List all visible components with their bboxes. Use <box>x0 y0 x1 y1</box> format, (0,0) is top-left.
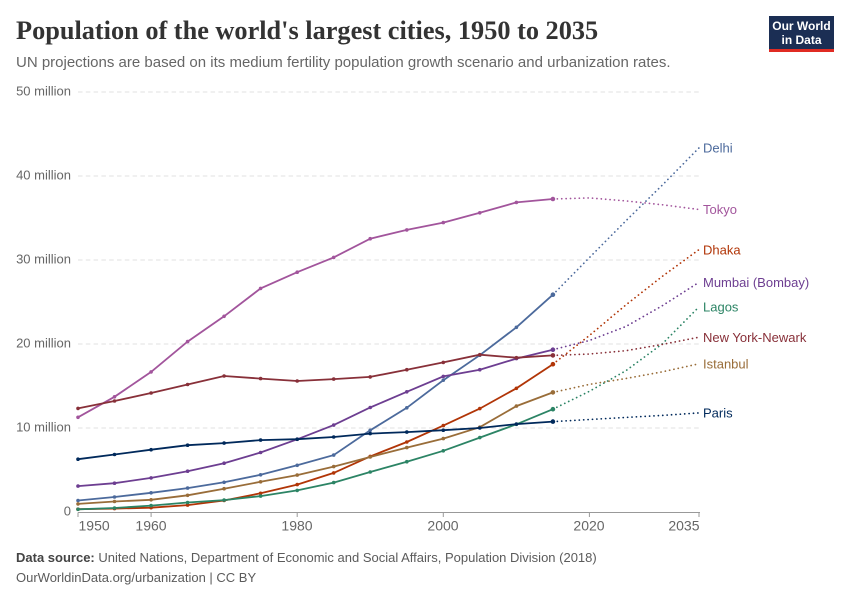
svg-text:New York-Newark: New York-Newark <box>703 330 807 345</box>
svg-text:2035: 2035 <box>668 518 699 534</box>
svg-text:40 million: 40 million <box>16 168 71 183</box>
svg-text:Paris: Paris <box>703 406 733 421</box>
svg-text:30 million: 30 million <box>16 252 71 267</box>
svg-text:50 million: 50 million <box>16 84 71 99</box>
svg-text:Delhi: Delhi <box>703 141 733 156</box>
svg-text:0: 0 <box>64 504 71 519</box>
svg-text:10 million: 10 million <box>16 420 71 435</box>
svg-text:Tokyo: Tokyo <box>703 202 737 217</box>
svg-text:2020: 2020 <box>573 518 604 534</box>
svg-text:Istanbul: Istanbul <box>703 356 749 371</box>
svg-text:Mumbai (Bombay): Mumbai (Bombay) <box>703 275 809 290</box>
svg-text:2000: 2000 <box>427 518 458 534</box>
svg-text:Dhaka: Dhaka <box>703 242 741 257</box>
svg-text:20 million: 20 million <box>16 336 71 351</box>
svg-text:1960: 1960 <box>135 518 166 534</box>
svg-text:1950: 1950 <box>79 518 110 534</box>
svg-text:1980: 1980 <box>281 518 312 534</box>
svg-text:Lagos: Lagos <box>703 300 739 315</box>
